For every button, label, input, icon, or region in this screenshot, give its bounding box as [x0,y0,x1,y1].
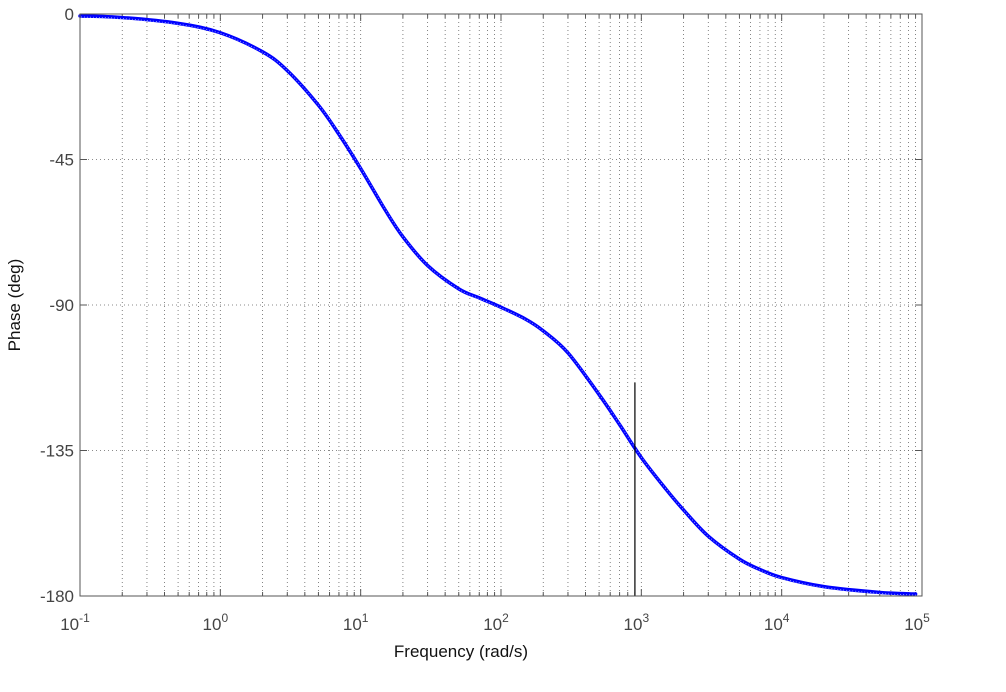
x-tick-label: 100 [203,611,229,634]
tick-labels: 10-1 100 101 102 103 104 105 0 -45 -90 -135 -180 [40,5,930,634]
x-axis-label: Frequency (rad/s) [394,642,528,661]
x-tick-label: 101 [343,611,369,634]
y-tick-label: 0 [65,5,74,24]
y-tick-label: -135 [40,442,74,461]
y-tick-label: -90 [49,296,74,315]
x-tick-label: 102 [483,611,509,634]
y-tick-label: -45 [49,151,74,170]
axes-frame [79,13,923,597]
y-axis-label: Phase (deg) [5,259,24,352]
x-tick-label: 105 [904,611,930,634]
y-tick-label: -180 [40,587,74,606]
x-tick-label: 104 [764,611,790,634]
phase-series-shadow [80,16,917,596]
x-tick-label: 10-1 [60,611,90,634]
x-tick-label: 103 [624,611,650,634]
series-group [78,14,918,596]
